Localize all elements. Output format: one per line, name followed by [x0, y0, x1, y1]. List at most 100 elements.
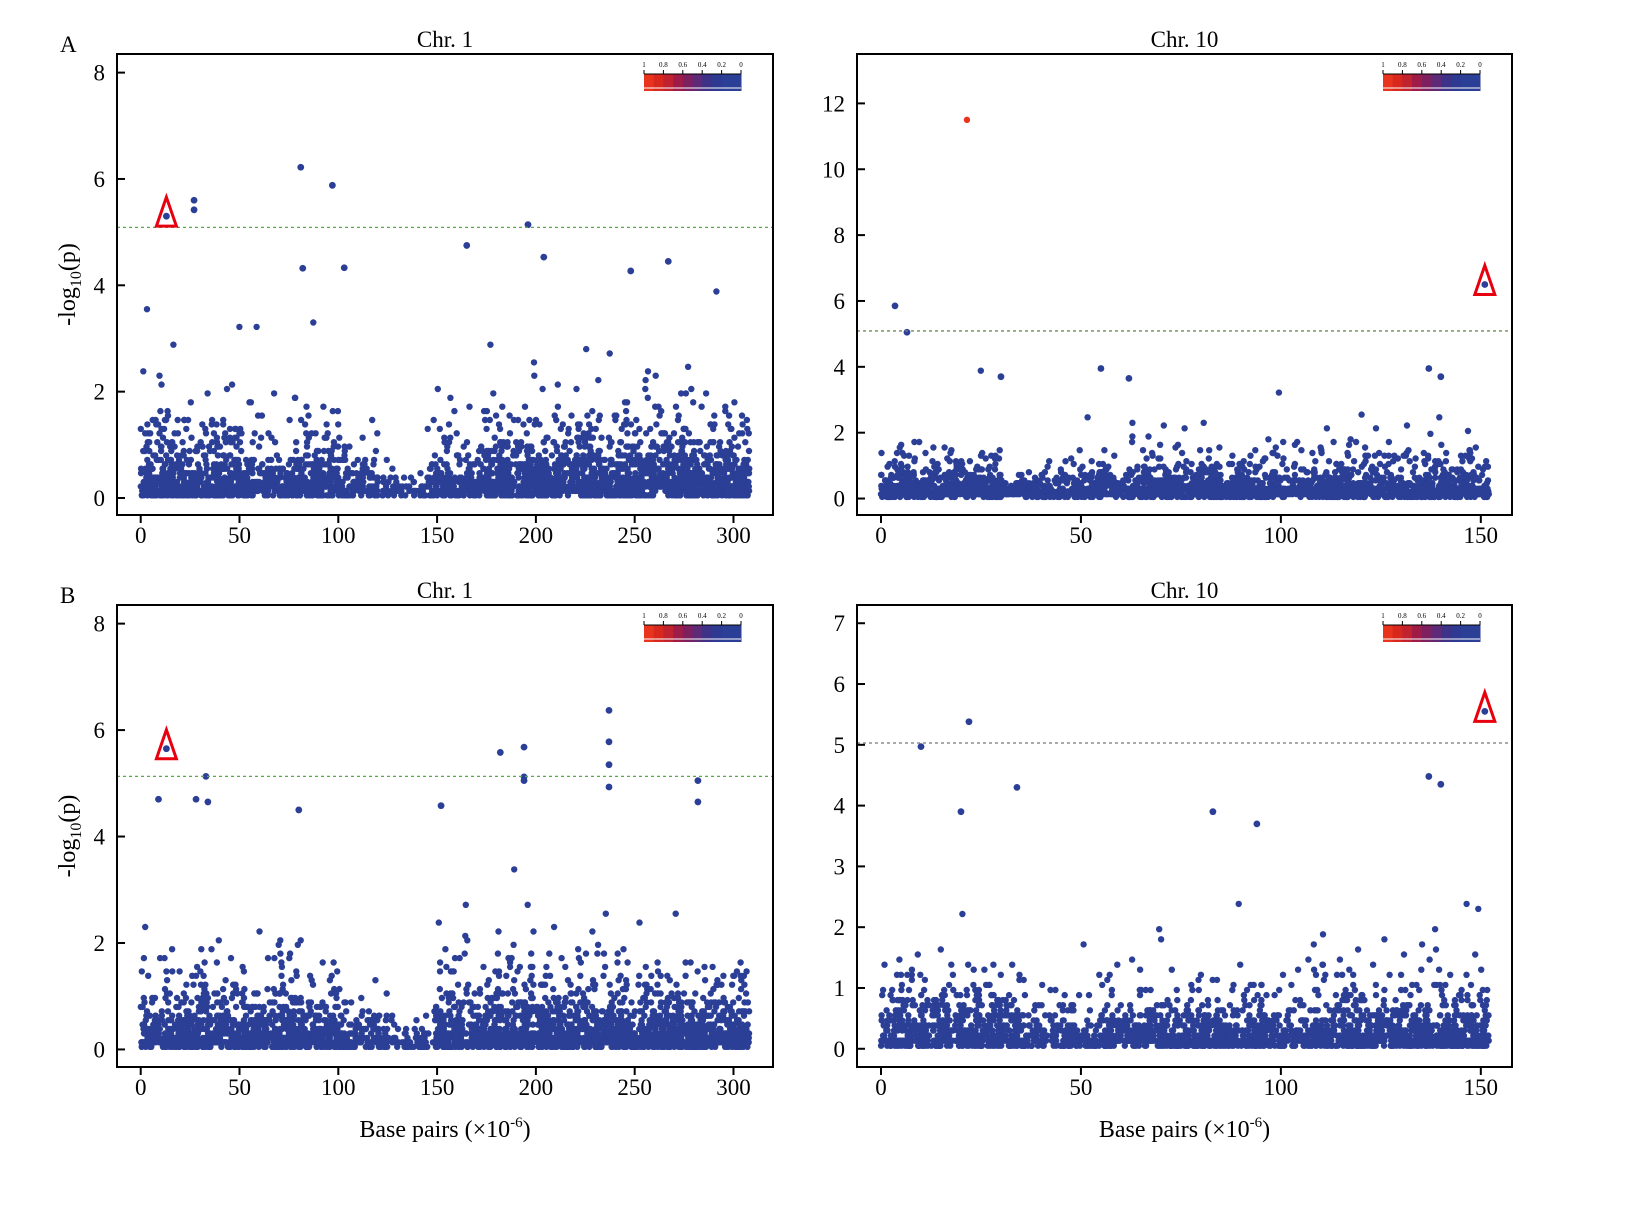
data-point: [636, 426, 642, 432]
data-point: [1312, 469, 1318, 475]
y-tick-label: 12: [822, 91, 845, 116]
data-point: [1404, 491, 1410, 497]
data-point: [188, 399, 194, 405]
data-point: [249, 470, 255, 476]
data-point: [364, 466, 370, 472]
data-point: [712, 483, 718, 489]
data-point: [1229, 453, 1235, 459]
data-point: [595, 377, 601, 383]
data-point: [887, 491, 893, 497]
data-point: [892, 458, 898, 464]
notable-point: [998, 373, 1005, 380]
data-point: [596, 488, 602, 494]
data-point: [511, 417, 517, 423]
data-point: [513, 452, 519, 458]
data-point: [331, 483, 337, 489]
colorbar-tick-label: 0.4: [1437, 61, 1446, 69]
data-point: [432, 461, 438, 467]
data-point: [632, 470, 638, 476]
data-point: [1457, 475, 1463, 481]
data-point: [1398, 466, 1404, 472]
data-point: [698, 404, 704, 410]
data-point: [310, 319, 316, 325]
data-point: [1477, 491, 1483, 497]
data-point: [927, 483, 933, 489]
data-point: [678, 466, 684, 472]
lead-snp-point: [964, 117, 970, 123]
data-point: [1362, 453, 1368, 459]
data-point: [483, 426, 489, 432]
data-point: [1145, 469, 1151, 475]
data-point: [1157, 442, 1163, 448]
data-point: [1026, 469, 1032, 475]
x-tick-label: 50: [228, 523, 251, 548]
data-point: [601, 457, 607, 463]
data-point: [716, 443, 722, 449]
data-point: [454, 492, 460, 498]
data-point: [1476, 477, 1482, 483]
data-point: [1109, 477, 1115, 483]
data-point: [1386, 453, 1392, 459]
data-point: [1071, 461, 1077, 467]
data-point: [555, 404, 561, 410]
x-tick-label: 250: [617, 523, 652, 548]
data-point: [1356, 480, 1362, 486]
data-point: [411, 488, 417, 494]
data-point: [1348, 472, 1354, 478]
data-point: [1270, 494, 1276, 500]
data-point: [188, 435, 194, 441]
x-tick-label: 300: [716, 523, 751, 548]
data-point: [1391, 477, 1397, 483]
data-point: [607, 443, 613, 449]
data-point: [179, 461, 185, 467]
data-point: [583, 346, 589, 352]
data-point: [1286, 488, 1292, 494]
data-point: [1077, 486, 1083, 492]
data-point: [1473, 444, 1479, 450]
data-point: [502, 479, 508, 485]
data-point: [1291, 464, 1297, 470]
data-point: [1212, 494, 1218, 500]
data-point: [1466, 483, 1472, 489]
data-point: [679, 448, 685, 454]
data-point: [396, 488, 402, 494]
data-point: [143, 474, 149, 480]
data-point: [480, 448, 486, 454]
y-tick-label: 2: [834, 421, 846, 446]
data-point: [158, 443, 164, 449]
data-point: [225, 488, 231, 494]
data-point: [1247, 461, 1253, 467]
data-point: [1057, 488, 1063, 494]
data-point: [612, 412, 618, 418]
data-point: [566, 448, 572, 454]
data-point: [704, 443, 710, 449]
data-point: [710, 439, 716, 445]
data-point: [584, 435, 590, 441]
data-point: [524, 430, 530, 436]
data-point: [518, 488, 524, 494]
data-point: [1425, 453, 1431, 459]
data-point: [153, 488, 159, 494]
data-point: [941, 444, 947, 450]
data-point: [1130, 469, 1136, 475]
data-point: [888, 472, 894, 478]
y-tick-label: 4: [94, 273, 106, 298]
data-point: [362, 488, 368, 494]
data-point: [1068, 455, 1074, 461]
data-point: [1280, 455, 1286, 461]
notable-point: [1098, 365, 1105, 372]
data-point: [323, 435, 329, 441]
data-point: [613, 488, 619, 494]
data-point: [703, 390, 709, 396]
colorbar-tick-label: 0.4: [698, 61, 707, 69]
data-point: [573, 386, 579, 392]
data-point: [181, 417, 187, 423]
data-point: [217, 466, 223, 472]
data-point: [176, 488, 182, 494]
data-point: [464, 439, 470, 445]
data-point: [478, 483, 484, 489]
data-point: [466, 404, 472, 410]
data-point: [937, 475, 943, 481]
data-point: [989, 483, 995, 489]
x-tick-label: 150: [1464, 523, 1499, 548]
